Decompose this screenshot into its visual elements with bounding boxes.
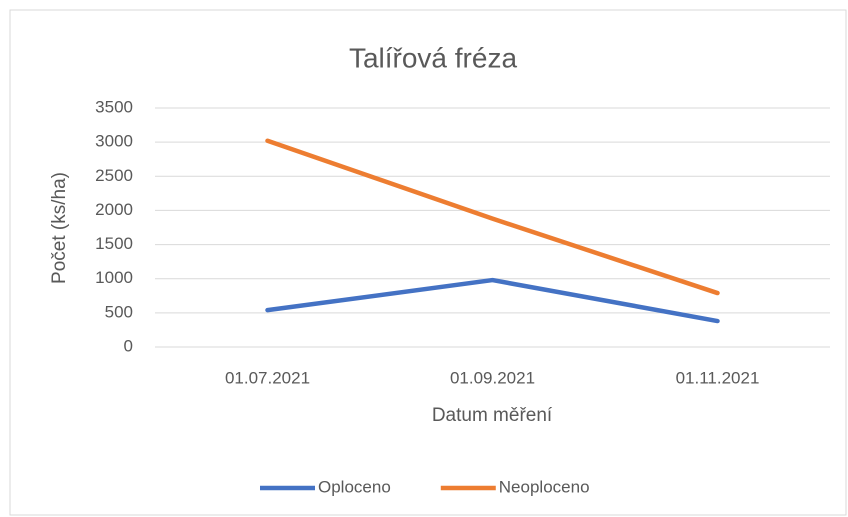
y-tick-label: 2500 — [95, 166, 133, 185]
y-tick-label: 2000 — [95, 200, 133, 219]
legend-label: Neoploceno — [499, 477, 590, 496]
chart-border — [9, 9, 847, 516]
y-tick-label: 500 — [105, 302, 133, 321]
x-tick-label: 01.07.2021 — [225, 368, 310, 387]
series-line — [265, 138, 720, 296]
y-tick-label: 3500 — [95, 97, 133, 116]
series-line — [265, 277, 720, 324]
legend-label: Oploceno — [318, 477, 391, 496]
y-axis-title: Počet (ks/ha) — [49, 172, 70, 284]
y-tick-label: 3000 — [95, 132, 133, 151]
x-tick-label: 01.09.2021 — [450, 368, 535, 387]
y-tick-label: 1000 — [95, 268, 133, 287]
x-axis-title: Datum měření — [432, 405, 553, 426]
x-tick-label: 01.11.2021 — [676, 368, 760, 387]
y-tick-label: 1500 — [95, 234, 133, 253]
y-tick-label: 0 — [124, 336, 133, 355]
chart-title: Talířová fréza — [349, 42, 517, 73]
